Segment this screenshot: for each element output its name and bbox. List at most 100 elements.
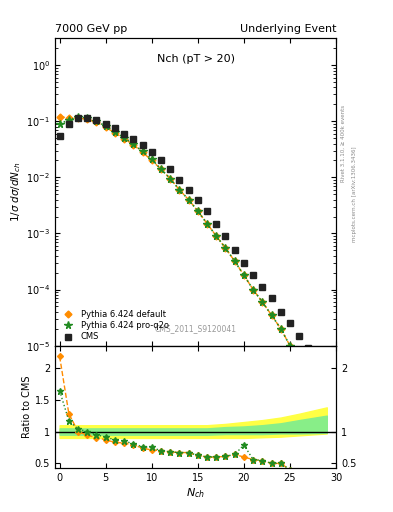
- Text: Underlying Event: Underlying Event: [239, 24, 336, 34]
- Pythia 6.424 pro-q2o: [223, 245, 228, 251]
- CMS: [251, 272, 255, 278]
- Pythia 6.424 default: [269, 312, 274, 318]
- CMS: [85, 115, 90, 121]
- X-axis label: $N_{ch}$: $N_{ch}$: [186, 486, 205, 500]
- CMS: [223, 233, 228, 239]
- Pythia 6.424 pro-q2o: [57, 121, 62, 127]
- Pythia 6.424 default: [76, 115, 81, 121]
- Pythia 6.424 default: [177, 187, 182, 193]
- Pythia 6.424 default: [297, 359, 301, 366]
- Pythia 6.424 default: [159, 166, 163, 172]
- Line: Pythia 6.424 pro-q2o: Pythia 6.424 pro-q2o: [56, 113, 331, 445]
- Pythia 6.424 default: [232, 258, 237, 264]
- Pythia 6.424 pro-q2o: [205, 221, 209, 227]
- CMS: [214, 221, 219, 227]
- Text: CMS_2011_S9120041: CMS_2011_S9120041: [154, 324, 237, 333]
- Pythia 6.424 default: [288, 343, 292, 349]
- Pythia 6.424 pro-q2o: [288, 343, 292, 349]
- Pythia 6.424 pro-q2o: [140, 148, 145, 155]
- CMS: [297, 333, 301, 339]
- CMS: [168, 166, 173, 172]
- Pythia 6.424 pro-q2o: [76, 114, 81, 120]
- Pythia 6.424 default: [186, 197, 191, 203]
- Pythia 6.424 default: [131, 142, 136, 148]
- Pythia 6.424 default: [306, 382, 311, 388]
- Pythia 6.424 default: [85, 116, 90, 122]
- CMS: [76, 115, 81, 121]
- Pythia 6.424 pro-q2o: [297, 359, 301, 366]
- CMS: [269, 295, 274, 301]
- Pythia 6.424 pro-q2o: [177, 187, 182, 193]
- Pythia 6.424 pro-q2o: [306, 382, 311, 388]
- Pythia 6.424 pro-q2o: [186, 197, 191, 203]
- Pythia 6.424 default: [195, 208, 200, 214]
- Y-axis label: Ratio to CMS: Ratio to CMS: [22, 376, 32, 438]
- Pythia 6.424 pro-q2o: [232, 258, 237, 264]
- CMS: [94, 117, 99, 123]
- Pythia 6.424 default: [278, 326, 283, 332]
- Pythia 6.424 default: [140, 149, 145, 155]
- Pythia 6.424 pro-q2o: [260, 299, 264, 305]
- CMS: [315, 359, 320, 366]
- CMS: [131, 136, 136, 142]
- Y-axis label: $1/\sigma\;d\sigma/dN_{ch}$: $1/\sigma\;d\sigma/dN_{ch}$: [9, 162, 23, 222]
- Pythia 6.424 default: [214, 233, 219, 239]
- Pythia 6.424 default: [94, 119, 99, 125]
- Pythia 6.424 pro-q2o: [325, 438, 329, 444]
- Pythia 6.424 pro-q2o: [149, 156, 154, 162]
- Pythia 6.424 default: [242, 272, 246, 278]
- CMS: [103, 121, 108, 127]
- Pythia 6.424 default: [149, 157, 154, 163]
- CMS: [112, 125, 117, 132]
- CMS: [57, 133, 62, 139]
- Pythia 6.424 pro-q2o: [131, 141, 136, 147]
- Pythia 6.424 default: [251, 286, 255, 292]
- CMS: [260, 284, 264, 290]
- Pythia 6.424 default: [103, 124, 108, 131]
- Pythia 6.424 default: [315, 404, 320, 410]
- CMS: [66, 121, 71, 127]
- CMS: [278, 309, 283, 315]
- Pythia 6.424 pro-q2o: [242, 272, 246, 278]
- CMS: [242, 260, 246, 266]
- Pythia 6.424 pro-q2o: [195, 208, 200, 214]
- CMS: [205, 208, 209, 214]
- Pythia 6.424 pro-q2o: [251, 286, 255, 292]
- Pythia 6.424 pro-q2o: [85, 115, 90, 121]
- Pythia 6.424 pro-q2o: [278, 326, 283, 332]
- Text: mcplots.cern.ch [arXiv:1306.3436]: mcplots.cern.ch [arXiv:1306.3436]: [352, 147, 357, 242]
- Pythia 6.424 default: [122, 136, 127, 142]
- Pythia 6.424 pro-q2o: [94, 118, 99, 124]
- CMS: [232, 247, 237, 253]
- Text: Rivet 3.1.10, ≥ 400k events: Rivet 3.1.10, ≥ 400k events: [341, 105, 346, 182]
- Pythia 6.424 default: [168, 176, 173, 182]
- Line: CMS: CMS: [56, 114, 330, 388]
- Pythia 6.424 default: [57, 114, 62, 120]
- Pythia 6.424 default: [112, 130, 117, 136]
- Line: Pythia 6.424 default: Pythia 6.424 default: [57, 114, 329, 443]
- CMS: [325, 382, 329, 388]
- CMS: [177, 177, 182, 183]
- CMS: [140, 142, 145, 148]
- CMS: [306, 345, 311, 351]
- CMS: [149, 149, 154, 155]
- Pythia 6.424 default: [325, 438, 329, 444]
- Pythia 6.424 pro-q2o: [168, 176, 173, 182]
- Pythia 6.424 default: [223, 245, 228, 251]
- CMS: [195, 197, 200, 203]
- Pythia 6.424 pro-q2o: [66, 117, 71, 123]
- Text: 7000 GeV pp: 7000 GeV pp: [55, 24, 127, 34]
- CMS: [186, 187, 191, 193]
- CMS: [122, 131, 127, 137]
- Pythia 6.424 pro-q2o: [159, 166, 163, 172]
- Pythia 6.424 default: [205, 221, 209, 227]
- Pythia 6.424 pro-q2o: [315, 404, 320, 410]
- Pythia 6.424 pro-q2o: [112, 129, 117, 135]
- CMS: [288, 320, 292, 326]
- Pythia 6.424 default: [260, 299, 264, 305]
- Pythia 6.424 pro-q2o: [214, 233, 219, 239]
- Pythia 6.424 pro-q2o: [269, 312, 274, 318]
- Text: Nch (pT > 20): Nch (pT > 20): [156, 54, 235, 64]
- Pythia 6.424 pro-q2o: [122, 135, 127, 141]
- Pythia 6.424 pro-q2o: [103, 123, 108, 129]
